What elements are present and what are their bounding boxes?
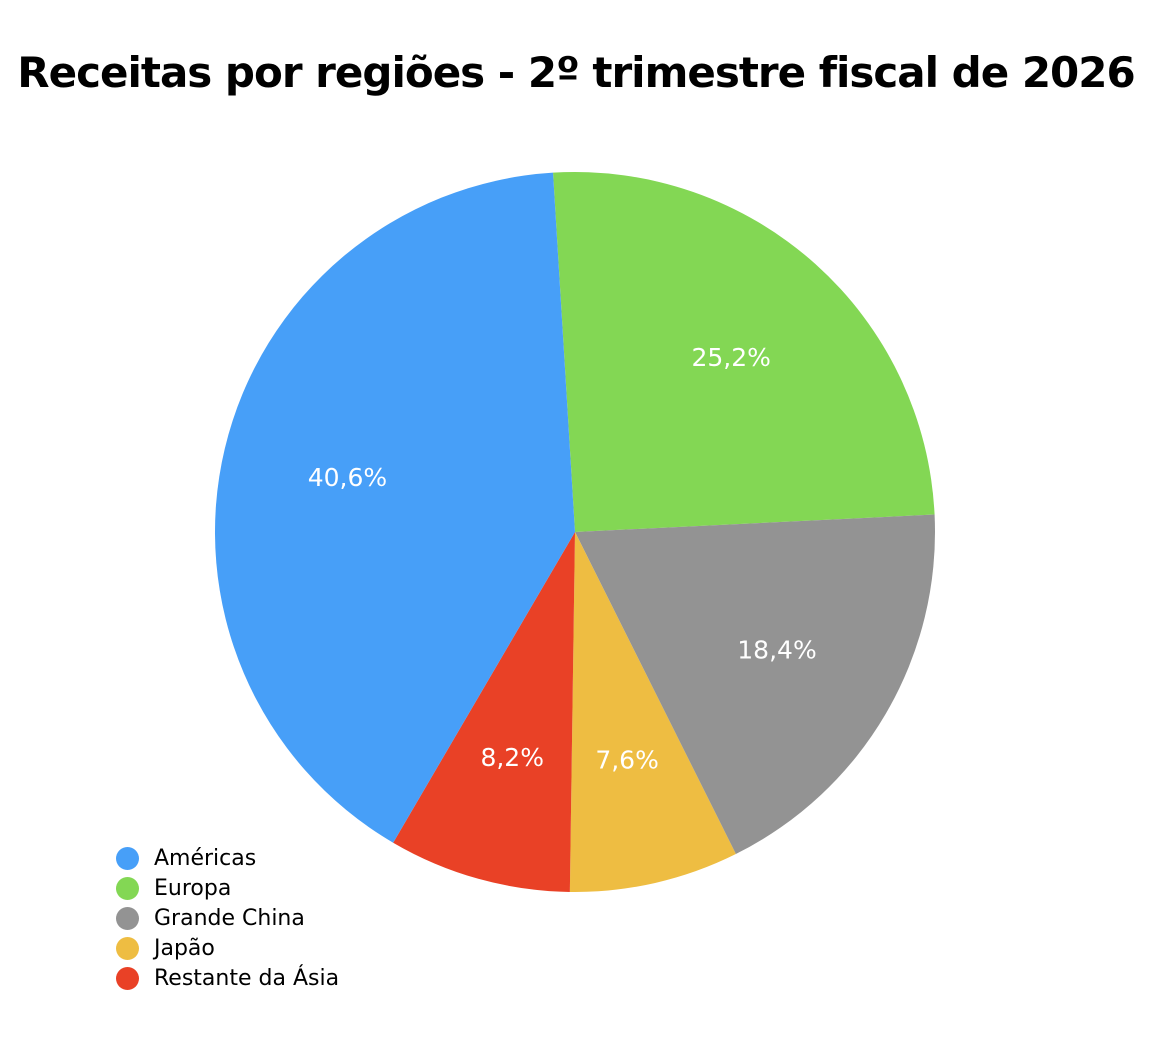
pie-value-labels: 25,2% 18,4% 7,6% 8,2% 40,6% (308, 343, 817, 774)
legend-label: Europa (154, 875, 232, 901)
legend-item-japao: Japão (116, 933, 339, 963)
legend-swatch (116, 876, 139, 900)
slice-value-label-europa: 25,2% (691, 343, 770, 372)
legend-label: Restante da Ásia (154, 965, 340, 991)
legend-swatch (116, 846, 139, 870)
pie-slice-japao (569, 532, 736, 892)
pie-slices (214, 171, 936, 892)
legend-label: Japão (154, 935, 215, 961)
pie-slice-americas (214, 172, 576, 843)
pie-slice-europa (553, 171, 935, 532)
legend-swatch (116, 906, 139, 930)
pie-slice-grande-china (575, 514, 936, 855)
legend-item-europa: Europa (116, 873, 339, 903)
legend-item-grande-china: Grande China (116, 903, 339, 933)
slice-value-label-japao: 7,6% (595, 746, 659, 775)
pie-slice-restante-da-asia (393, 532, 575, 892)
slice-value-label-americas: 40,6% (308, 463, 387, 492)
legend-swatch (116, 936, 139, 960)
legend-swatch (116, 966, 139, 990)
chart-title: Receitas por regiões - 2º trimestre fisc… (17, 48, 1135, 97)
chart-legend: Américas Europa Grande China Japão Restante … (116, 843, 339, 993)
slice-value-label-restante-da-asia: 8,2% (480, 743, 544, 772)
legend-label: Américas (154, 845, 257, 871)
legend-item-restante-da-asia: Restante da Ásia (116, 963, 339, 993)
legend-item-americas: Américas (116, 843, 339, 873)
slice-value-label-grande-china: 18,4% (737, 636, 816, 665)
legend-label: Grande China (154, 905, 305, 931)
